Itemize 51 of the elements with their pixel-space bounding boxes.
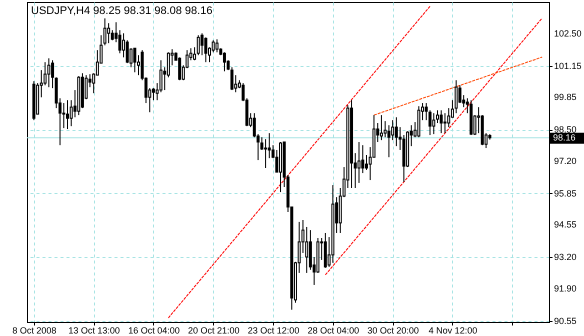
candlestick [178, 56, 182, 81]
candlestick [215, 38, 218, 53]
candlestick [166, 52, 170, 78]
x-tick-label: 20 Oct 21:00 [188, 326, 240, 336]
candlestick [193, 46, 196, 61]
y-tick-label: 95.85 [554, 188, 577, 198]
candlestick [70, 100, 73, 127]
y-tick-label: 94.55 [554, 220, 577, 230]
candlestick [107, 22, 110, 44]
x-tick-label: 23 Oct 12:00 [248, 326, 300, 336]
candlestick [230, 66, 234, 91]
candlestick [103, 18, 106, 46]
candlestick [133, 48, 136, 73]
candlestick [51, 60, 54, 89]
ref-line-label: 98.16 [553, 132, 576, 143]
y-tick-label: 98.50 [554, 124, 577, 135]
line-series [373, 56, 543, 116]
y-tick-label: 90.55 [554, 316, 577, 326]
candlestick [159, 60, 162, 93]
x-tick-label: 13 Oct 13:00 [68, 326, 120, 336]
candlestick [443, 112, 446, 134]
candlestick [62, 102, 66, 129]
candlestick [440, 110, 443, 134]
x-tick-label: 8 Oct 2008 [12, 326, 56, 336]
y-tick-label: 101.15 [554, 60, 582, 71]
y-tick-label: 91.90 [554, 283, 577, 294]
candlestick [200, 32, 204, 56]
y-tick-label: 93.20 [554, 252, 577, 262]
candlestick [454, 80, 458, 114]
candlestick [380, 114, 383, 141]
candlestick [196, 34, 200, 56]
candlestick [66, 100, 70, 130]
line-series [324, 18, 543, 276]
candlestick [264, 138, 268, 169]
candlestick [222, 52, 226, 72]
x-tick-label: 16 Oct 04:00 [128, 326, 180, 336]
candlestick [268, 132, 271, 159]
candlestick [432, 112, 436, 135]
chart-title: USDJPY,H4 98.25 98.31 98.08 98.16 [31, 5, 212, 17]
candlestick [126, 40, 129, 64]
x-tick-label: 30 Oct 20:00 [367, 326, 419, 336]
x-tick-label: 28 Oct 04:00 [308, 326, 360, 336]
candlestick [118, 30, 122, 54]
x-tick-label: 4 Nov 12:00 [428, 326, 478, 336]
candlestick [394, 116, 398, 147]
y-tick-label: 97.20 [554, 156, 577, 166]
candlestick [204, 36, 208, 63]
y-tick-label: 99.85 [554, 92, 577, 102]
candlestick [212, 40, 215, 53]
candlestick [47, 58, 50, 88]
y-tick-label: 102.50 [554, 28, 582, 38]
